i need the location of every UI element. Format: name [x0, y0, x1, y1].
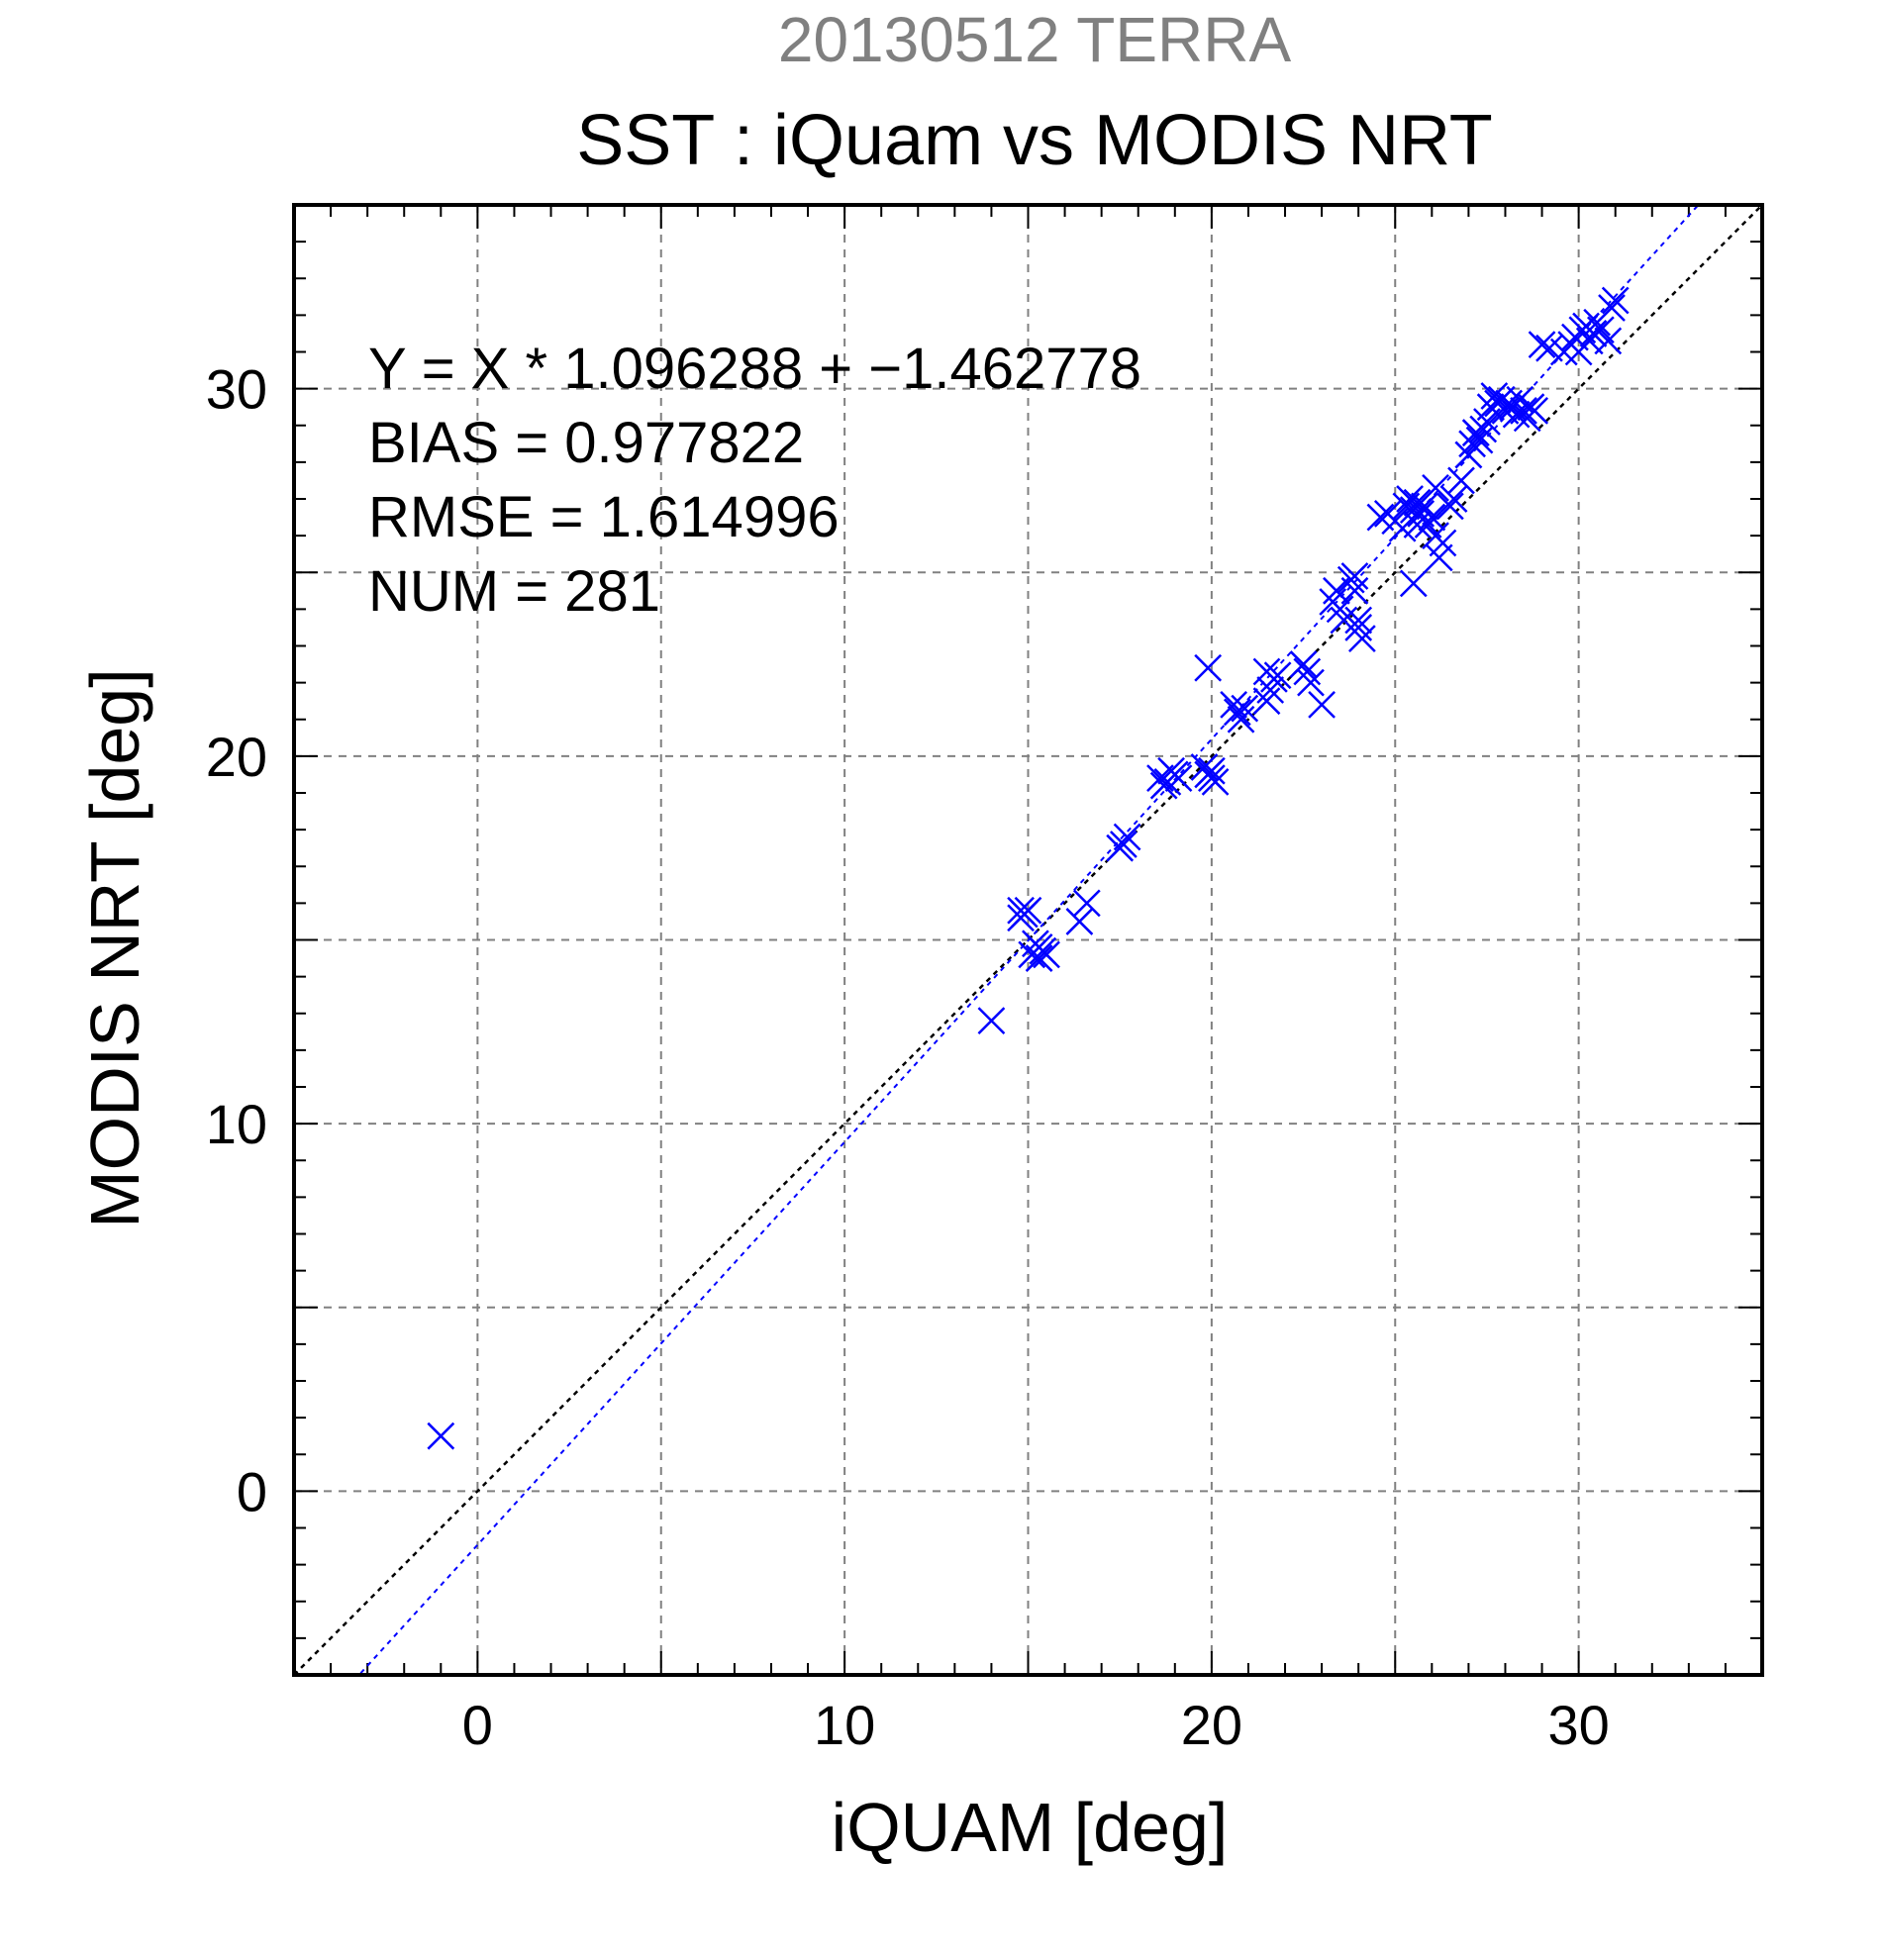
x-tick-label: 30 [1547, 1694, 1609, 1756]
grid-lines [294, 205, 1762, 1675]
data-point [1344, 614, 1373, 641]
bias-label: BIAS = 0.977822 [368, 411, 804, 475]
x-axis-label: iQUAM [deg] [832, 1789, 1229, 1866]
data-point [1252, 657, 1281, 686]
data-point [1461, 419, 1490, 447]
data-point [1403, 511, 1432, 539]
data-point [1454, 441, 1483, 469]
data-point [1399, 569, 1428, 598]
data-point [1025, 933, 1053, 961]
x-tick-label: 0 [462, 1694, 493, 1756]
data-point [1347, 625, 1376, 652]
data-point [1025, 944, 1053, 972]
data-point [1256, 676, 1285, 704]
data-point [1579, 320, 1608, 347]
data-point [977, 1007, 1006, 1035]
data-point [1197, 756, 1226, 785]
regression-equation-label: Y = X * 1.096288 + −1.462778 [368, 337, 1141, 401]
data-point [1293, 657, 1322, 686]
data-point [1308, 691, 1336, 719]
y-tick-label: 30 [206, 358, 267, 421]
data-point [1113, 823, 1141, 851]
rmse-label: RMSE = 1.614996 [368, 485, 840, 549]
y-axis-label: MODIS NRT [deg] [76, 668, 153, 1227]
data-point [1194, 653, 1223, 682]
data-point [1065, 908, 1094, 935]
data-point [1447, 466, 1475, 495]
data-point [1510, 397, 1537, 425]
data-point [1528, 331, 1556, 358]
data-point [1340, 562, 1369, 590]
data-point [1458, 430, 1486, 458]
data-point [427, 1421, 455, 1450]
data-point [1521, 397, 1549, 425]
data-point [1072, 889, 1101, 918]
data-point [1439, 485, 1468, 513]
data-point [1110, 831, 1138, 858]
data-point [1422, 473, 1449, 502]
data-point [1164, 764, 1193, 793]
data-point [1153, 767, 1182, 796]
data-point [1469, 415, 1498, 443]
data-point [1340, 576, 1369, 605]
y-tick-label: 20 [206, 726, 267, 788]
data-point [1227, 705, 1255, 734]
data-point [1422, 522, 1449, 550]
num-label: NUM = 281 [368, 559, 660, 624]
data-point [1344, 606, 1373, 635]
x-tick-label: 10 [814, 1694, 875, 1756]
x-tick-label: 20 [1181, 1694, 1242, 1756]
y-tick-labels: 0 10 20 30 [206, 358, 267, 1523]
data-point [1263, 661, 1292, 690]
data-point [1396, 485, 1424, 513]
chart-subtitle: SST : iQuam vs MODIS NRT [576, 101, 1493, 180]
data-points [427, 286, 1630, 1450]
y-tick-label: 0 [237, 1460, 267, 1522]
data-point [1220, 691, 1248, 719]
data-point [1201, 767, 1230, 796]
data-point [1289, 650, 1318, 678]
data-point [1598, 294, 1626, 322]
data-point [1007, 904, 1035, 932]
stats-annotations: Y = X * 1.096288 + −1.462778 BIAS = 0.97… [368, 337, 1141, 624]
fit-lines [294, 205, 1762, 1675]
data-point [1231, 694, 1259, 723]
y-tick-label: 10 [206, 1093, 267, 1155]
x-tick-labels: 0 10 20 30 [462, 1694, 1610, 1756]
data-point [1465, 426, 1494, 454]
data-point [1594, 327, 1623, 355]
data-point [1418, 503, 1446, 532]
data-point [1297, 668, 1325, 697]
data-point [1601, 286, 1630, 315]
chart-title: 20130512 TERRA [778, 4, 1292, 75]
data-point [1223, 698, 1251, 727]
data-point [1480, 382, 1509, 410]
data-point [1436, 492, 1464, 521]
regression-line [357, 205, 1700, 1675]
data-point [1252, 687, 1281, 716]
plot-frame [292, 203, 1764, 1677]
